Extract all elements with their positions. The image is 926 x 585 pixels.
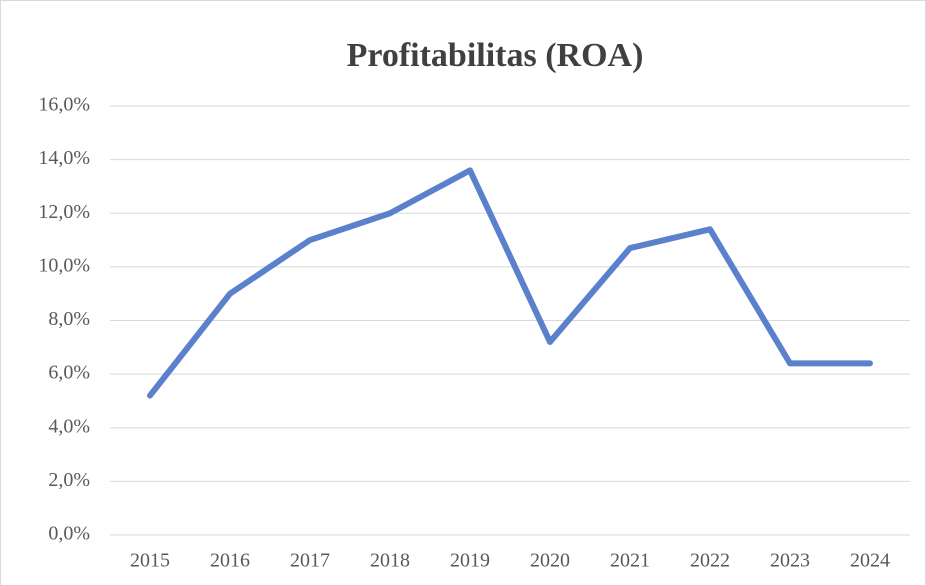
y-tick-label: 14,0% xyxy=(38,147,90,169)
y-tick-label: 6,0% xyxy=(48,362,90,384)
x-tick-label: 2017 xyxy=(290,550,330,572)
y-tick-label: 16,0% xyxy=(38,94,90,116)
x-tick-label: 2018 xyxy=(370,550,410,572)
y-tick-label: 0,0% xyxy=(48,523,90,545)
y-tick-label: 12,0% xyxy=(38,201,90,223)
x-tick-label: 2023 xyxy=(770,550,810,572)
data-line xyxy=(147,167,873,399)
x-tick-label: 2021 xyxy=(610,550,650,572)
chart-title: Profitabilitas (ROA) xyxy=(347,37,644,74)
x-tick-label: 2016 xyxy=(210,550,250,572)
y-tick-label: 10,0% xyxy=(38,254,90,276)
x-tick-label: 2019 xyxy=(450,550,490,572)
x-tick-label: 2024 xyxy=(850,550,890,572)
x-tick-label: 2015 xyxy=(130,550,170,572)
y-tick-label: 2,0% xyxy=(48,469,90,491)
y-tick-label: 4,0% xyxy=(48,415,90,437)
y-tick-label: 8,0% xyxy=(48,308,90,330)
x-tick-label: 2020 xyxy=(530,550,570,572)
x-tick-label: 2022 xyxy=(690,550,730,572)
